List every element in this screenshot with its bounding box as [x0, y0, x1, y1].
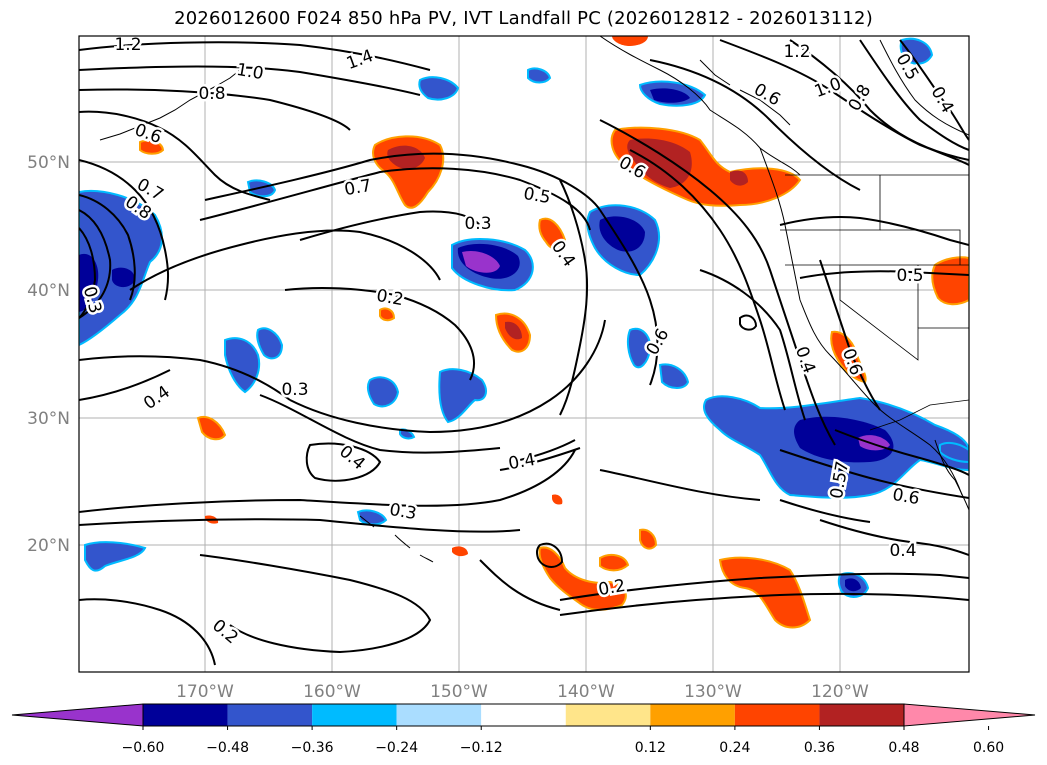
longitude-tick-labels: 170°W 160°W 150°W 140°W 130°W 120°W — [176, 682, 869, 702]
contour-label: 0.4 — [507, 450, 537, 474]
pv-shading — [79, 36, 969, 629]
lon-tick-label: 160°W — [303, 682, 361, 702]
colorbar-tick-label: −0.48 — [206, 740, 249, 756]
colorbar-outline — [142, 703, 905, 727]
negative-pv-region — [451, 238, 534, 292]
contour-label-halo: 0.3 — [464, 214, 491, 234]
contour-label: 1.0 — [235, 60, 265, 84]
lon-tick-label: 130°W — [684, 682, 742, 702]
colorbar-segment — [565, 704, 651, 726]
colorbar-tick-label: −0.60 — [122, 740, 165, 756]
colorbar-tick-label: −0.12 — [460, 740, 503, 756]
contour-label: 0.4 — [889, 541, 916, 561]
colorbar-tick-label: 0.12 — [635, 740, 666, 756]
colorbar-extend-high — [903, 703, 1036, 727]
latitude-tick-labels: 50°N 40°N 30°N 20°N — [27, 153, 70, 556]
map-frame — [78, 35, 970, 673]
contour-label-halo: 1.2 — [114, 35, 141, 55]
lon-tick-label: 120°W — [811, 682, 869, 702]
contour-label-halo: 0.3 — [281, 380, 308, 400]
contour-label: 0.3 — [281, 380, 308, 400]
lat-tick-label: 30°N — [27, 409, 70, 429]
negative-pv-region — [702, 395, 969, 499]
map-title: 2026012600 F024 850 hPa PV, IVT Landfall… — [174, 8, 873, 29]
colorbar-segment — [227, 704, 313, 726]
colorbar-extend-low — [11, 703, 144, 727]
colorbar-segment — [734, 704, 820, 726]
contour-label-halo: 0.2 — [375, 286, 405, 310]
negative-pv-cores — [650, 88, 861, 592]
colorbar — [11, 703, 1036, 727]
contour-label: 0.2 — [375, 286, 405, 310]
map-panel: 1.21.21.01.00.80.80.60.60.70.70.80.80.30… — [78, 35, 970, 673]
contour-label-halo: 1.2 — [783, 42, 810, 62]
colorbar-segment — [650, 704, 735, 726]
colorbar-tick-label: −0.24 — [375, 740, 418, 756]
contour-label: 0.2 — [597, 576, 627, 600]
contour-label: 1.2 — [114, 35, 141, 55]
positive-pv-region — [610, 126, 802, 207]
contour-label: 0.6 — [891, 485, 921, 509]
colorbar-segment — [396, 704, 482, 726]
colorbar-tick-label: −0.36 — [291, 740, 334, 756]
colorbar-segment — [143, 704, 228, 726]
contour-label-halo: 0.4 — [889, 541, 916, 561]
contour-label-halo: 0.8 — [198, 84, 225, 104]
lon-tick-label: 170°W — [176, 682, 234, 702]
colorbar-tick-label: 0.60 — [973, 740, 1004, 756]
lon-tick-label: 140°W — [557, 682, 615, 702]
lat-tick-label: 50°N — [27, 153, 70, 173]
colorbar-segment — [312, 704, 397, 726]
colorbar-tick-label: 0.48 — [888, 740, 919, 756]
contour-label: 0.8 — [198, 84, 225, 104]
political-borders — [780, 174, 969, 431]
colorbar-tick-label: 0.24 — [719, 740, 750, 756]
lat-tick-label: 20°N — [27, 536, 70, 556]
contour-label: 0.3 — [464, 214, 491, 234]
contour-label-halo: 0.5 — [896, 266, 923, 286]
contour-label: 0.7 — [343, 176, 373, 200]
lat-tick-label: 40°N — [27, 281, 70, 301]
lon-tick-label: 150°W — [430, 682, 488, 702]
pv-contours — [79, 39, 969, 666]
contour-label: 0.5 — [522, 184, 552, 208]
contour-label: 0.3 — [388, 500, 418, 524]
contour-label: 1.2 — [783, 42, 810, 62]
colorbar-segment — [481, 704, 566, 726]
colorbar-segment — [819, 704, 904, 726]
colorbar-tick-label: 0.36 — [804, 740, 835, 756]
colorbar-tick-labels: −0.60 −0.48 −0.36 −0.24 −0.12 0.12 0.24 0.36 0.4… — [122, 726, 1004, 756]
contour-label: 0.5 — [896, 266, 923, 286]
